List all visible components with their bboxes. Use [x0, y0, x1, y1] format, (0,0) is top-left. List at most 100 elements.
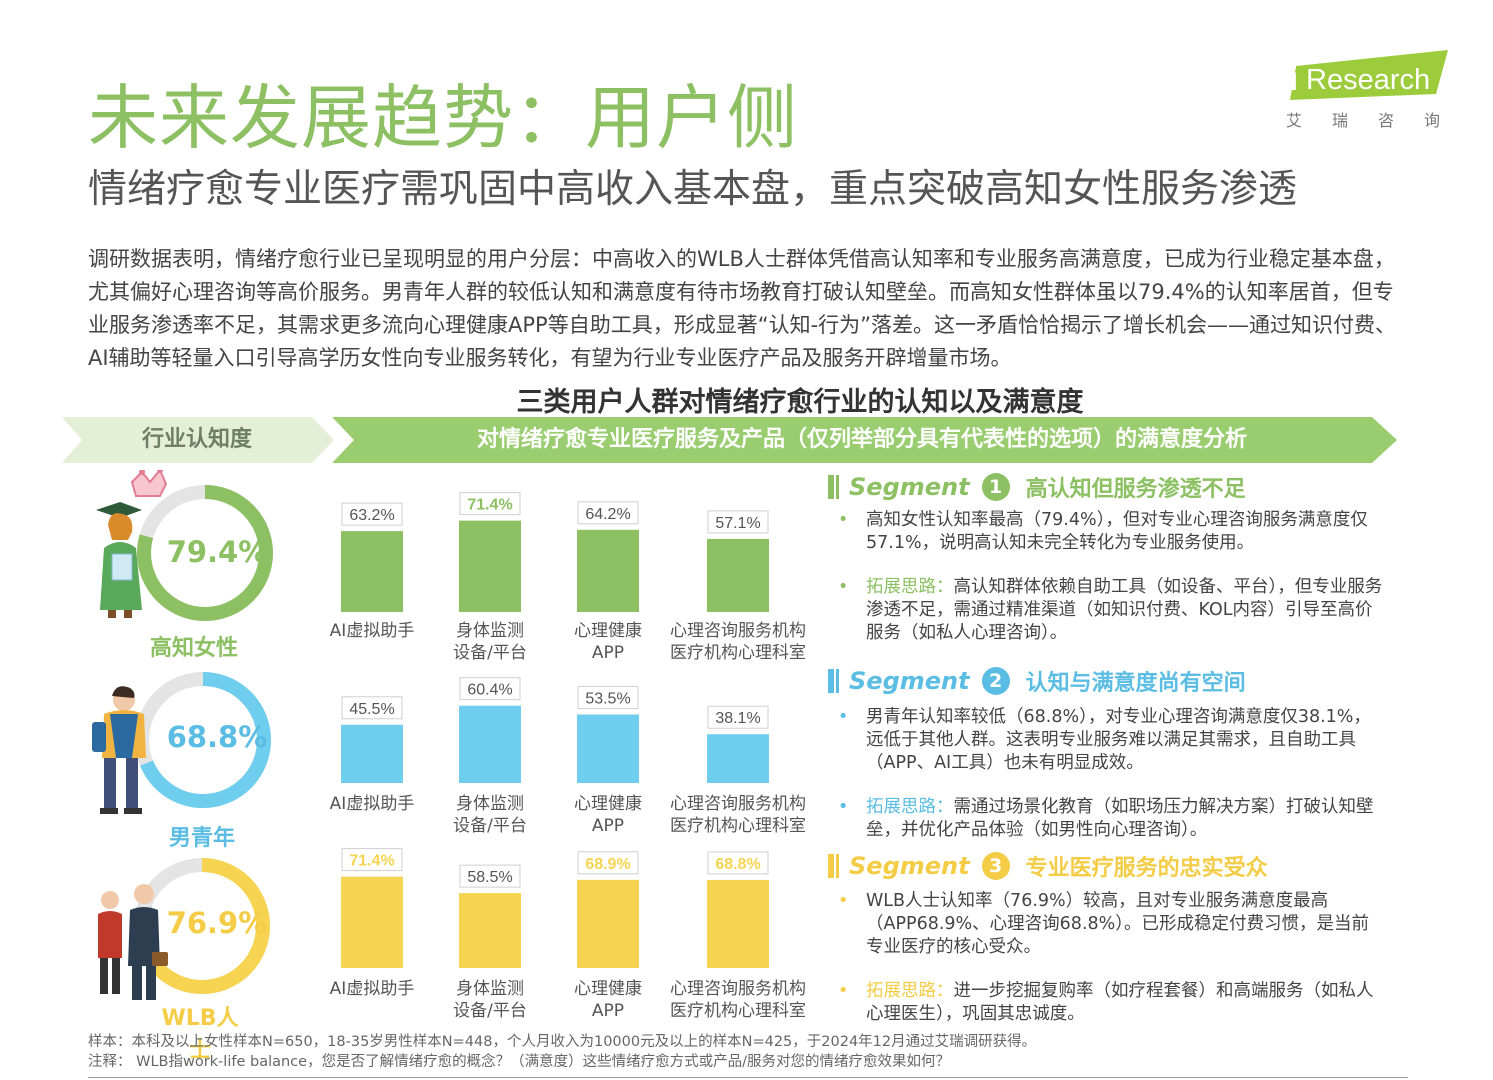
value-label: 57.1% — [715, 515, 760, 532]
segment-3-point-2: • 拓展思路：进一步挖掘复购率（如疗程套餐）和高端服务（如私人心理医生），巩固其忠… — [838, 981, 1374, 1024]
segment-2-point-2: • 拓展思路：需通过场景化教育（如职场压力解决方案）打破认知壁垒，并优化产品体验（… — [838, 797, 1374, 840]
segment-word: Segment — [849, 473, 970, 501]
crown-icon — [130, 470, 168, 497]
young-man-icon — [92, 686, 146, 814]
value-label: 71.4% — [349, 853, 394, 870]
segment-title: 专业医疗服务的忠实受众 — [1025, 856, 1268, 881]
category-label: 医疗机构心理科室 — [670, 1001, 806, 1021]
value-label: 71.4% — [467, 497, 512, 514]
bar — [707, 734, 769, 783]
persona-wlb: 76.9% WLB人士 — [90, 848, 280, 1063]
category-label: AI虚拟助手 — [330, 794, 415, 814]
segment-3-header: Segment 3 专业医疗服务的忠实受众 — [828, 849, 1268, 883]
value-label-box — [577, 686, 639, 710]
svg-text:Research: Research — [1306, 64, 1430, 96]
category-label: 设备/平台 — [453, 643, 527, 663]
bar — [707, 538, 769, 612]
segment-1-header: Segment 1 高认知但服务渗透不足 — [828, 470, 1246, 504]
value-label: 45.5% — [349, 701, 394, 718]
category-label: AI虚拟助手 — [330, 621, 415, 641]
bar — [577, 879, 639, 968]
value-label-box — [459, 677, 521, 701]
category-label: 身体监测 — [456, 621, 524, 641]
value-label-box — [341, 848, 403, 872]
page-title: 未来发展趋势：用户侧 — [88, 77, 798, 159]
segment-title: 高认知但服务渗透不足 — [1025, 477, 1246, 502]
segment-1-point-1: • 高知女性认知率最高（79.4%），但对专业心理咨询服务满意度仅57.1%，说明… — [838, 510, 1368, 553]
value-label-box — [707, 705, 769, 729]
category-label: 医疗机构心理科室 — [670, 816, 806, 836]
awareness-ring-arc — [135, 672, 271, 808]
value-label: 68.8% — [715, 856, 760, 873]
intro-paragraph: 调研数据表明，情绪疗愈行业已呈现明显的用户分层：中高收入的WLB人士群体凭借高认… — [88, 247, 1397, 370]
bar — [707, 879, 769, 968]
category-label: APP — [592, 1001, 624, 1021]
persona-educated-women: 79.4% 高知女性 — [90, 470, 280, 661]
bar — [459, 520, 521, 612]
category-label: 心理咨询服务机构 — [670, 794, 806, 814]
bar — [577, 714, 639, 783]
category-label: 医疗机构心理科室 — [670, 643, 806, 663]
persona-young-men: 68.8% 男青年 — [90, 662, 280, 852]
segment-word: Segment — [849, 852, 970, 880]
segment-number-badge: 1 — [981, 473, 1010, 501]
awareness-value: 79.4% — [166, 535, 268, 569]
awareness-value: 76.9% — [166, 906, 268, 940]
segment-word: Segment — [849, 667, 970, 695]
segment-2-point-1: • 男青年认知率较低（68.8%），对专业心理咨询满意度仅38.1%，远低于其他人… — [838, 707, 1371, 773]
value-label: 63.2% — [349, 507, 394, 524]
value-label: 58.5% — [467, 869, 512, 886]
svg-text:艾: 艾 — [1286, 111, 1302, 130]
section-band: 行业认知度 对情绪疗愈专业医疗服务及产品（仅列举部分具有代表性的选项）的满意度分… — [62, 417, 1397, 463]
value-label-box — [459, 864, 521, 888]
svg-text:咨: 咨 — [1378, 111, 1394, 130]
category-label: 心理健康 — [574, 794, 642, 814]
bar — [341, 876, 403, 968]
value-label: 64.2% — [585, 506, 630, 523]
category-label: 身体监测 — [456, 794, 524, 814]
svg-text:瑞: 瑞 — [1332, 111, 1348, 130]
value-label-box — [459, 492, 521, 516]
category-label: 心理咨询服务机构 — [670, 621, 806, 641]
segment-title: 认知与满意度尚有空间 — [1025, 671, 1246, 696]
value-label-box — [577, 851, 639, 875]
bar — [341, 724, 403, 783]
category-label: 设备/平台 — [453, 816, 527, 836]
footnotes: 样本：本科及以上女性样本N=650，18-35岁男性样本N=448，个人月收入为… — [88, 1032, 1408, 1072]
graduate-woman-icon — [96, 502, 142, 618]
value-label: 60.4% — [467, 682, 512, 699]
value-label-box — [577, 501, 639, 525]
category-label: APP — [592, 643, 624, 663]
bar — [577, 529, 639, 612]
value-label: 53.5% — [585, 691, 630, 708]
iresearch-logo: i Research 艾 瑞 咨 询 — [1284, 48, 1448, 138]
segment-number-badge: 2 — [981, 667, 1010, 695]
sample-note: 样本：本科及以上女性样本N=650，18-35岁男性样本N=448，个人月收入为… — [88, 1034, 1037, 1050]
persona-label: 男青年 — [168, 826, 235, 851]
segment-3-point-1: • WLB人士认知率（76.9%）较高，且对专业服务满意度最高（APP68.9%、… — [838, 891, 1370, 957]
persona-label: 高知女性 — [149, 636, 238, 661]
value-label: 38.1% — [715, 710, 760, 727]
value-label-box — [707, 510, 769, 534]
value-label: 68.9% — [585, 856, 630, 873]
bar — [459, 705, 521, 783]
band-awareness-label: 行业认知度 — [141, 427, 252, 452]
chart-title: 三类用户人群对情绪疗愈行业的认知以及满意度 — [516, 387, 1084, 418]
definition-note: 注释： WLB指work-life balance，您是否了解情绪疗愈的概念？（… — [88, 1054, 950, 1070]
bar — [341, 531, 403, 612]
category-label: 心理健康 — [574, 621, 642, 641]
svg-text:i: i — [1289, 60, 1298, 97]
category-label: APP — [592, 816, 624, 836]
persona-label: WLB人士 — [161, 1006, 239, 1063]
segment-number-badge: 3 — [981, 852, 1010, 880]
value-label-box — [707, 851, 769, 875]
value-label-box — [341, 696, 403, 720]
category-label: 身体监测 — [456, 979, 524, 999]
awareness-value: 68.8% — [166, 720, 268, 754]
category-label: 心理咨询服务机构 — [670, 979, 806, 999]
segment-1-point-2: • 拓展思路：高认知群体依赖自助工具（如设备、平台），但专业服务渗透不足，需通过精… — [838, 577, 1383, 643]
category-label: AI虚拟助手 — [330, 979, 415, 999]
